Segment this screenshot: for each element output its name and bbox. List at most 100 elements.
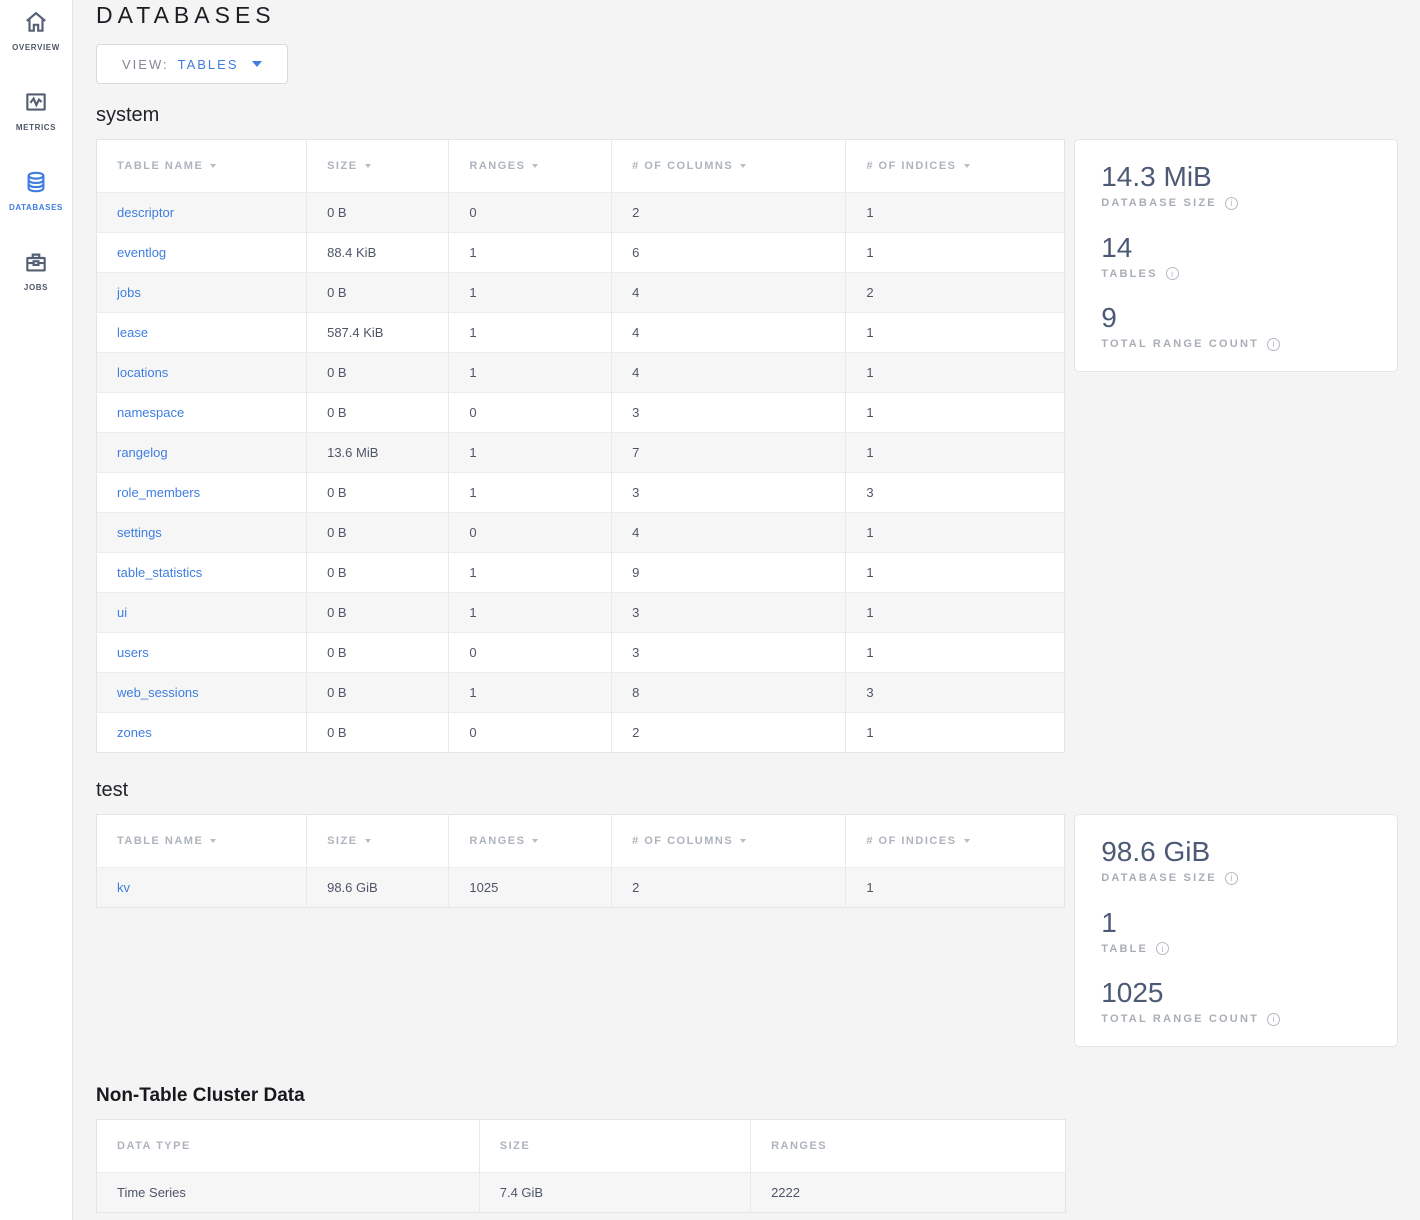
table-cell: ui [96,592,307,633]
stat-value: 1025 [1101,977,1164,1009]
table-row: eventlog 88.4 KiB 1 6 1 [96,232,1065,273]
table-cell: 1025 [448,867,612,908]
table-cell: 0 B [306,632,449,673]
column-header-label: # OF COLUMNS [632,835,734,847]
table-name-link[interactable]: users [117,645,149,660]
table-cell: 0 [448,392,612,433]
table-cell: table_statistics [96,552,307,593]
table-cell: 0 B [306,272,449,313]
sort-caret-icon [963,839,970,843]
home-icon [23,9,49,35]
stat-value: 9 [1101,302,1117,334]
table-cell: 8 [611,672,846,713]
stat-value: 14 [1101,231,1133,263]
column-header-label: # OF INDICES [866,835,957,847]
table-cell: Time Series [96,1172,480,1213]
table-cell: 3 [845,472,1065,513]
table-cell: 3 [611,392,846,433]
page-title: DATABASES [96,2,276,28]
table-cell: 3 [611,472,846,513]
info-icon[interactable]: i [1165,267,1179,281]
table-cell: 9 [611,552,846,593]
table-name-link[interactable]: jobs [117,285,141,300]
table-name-link[interactable]: rangelog [117,445,168,460]
column-header-table-name[interactable]: TABLE NAME [96,139,307,193]
table-name-link[interactable]: locations [117,365,169,380]
table-cell: 4 [611,352,846,393]
column-header-of-columns[interactable]: # OF COLUMNS [611,814,846,868]
info-icon[interactable]: i [1267,1012,1281,1026]
column-header-data-type: DATA TYPE [96,1119,480,1173]
column-header-table-name[interactable]: TABLE NAME [96,814,307,868]
stat-label: TOTAL RANGE COUNT i [1101,1012,1371,1026]
sort-caret-icon [364,164,371,168]
table-name-link[interactable]: descriptor [117,205,175,220]
table-cell: 13.6 MiB [306,432,449,473]
info-icon[interactable]: i [1267,337,1281,351]
column-header-label: TABLE NAME [117,160,204,172]
info-icon[interactable]: i [1224,196,1238,210]
table-cell: 1 [448,472,612,513]
view-dropdown-button[interactable]: VIEW: TABLES [96,44,288,84]
table-name-link[interactable]: lease [117,325,149,340]
table-header-row: TABLE NAME SIZE RANGES # OF COLUMNS # OF IND… [96,139,1065,193]
stat-label: DATABASE SIZE i [1101,196,1371,210]
table-cell: 0 B [306,552,449,593]
table-cell: 1 [845,592,1065,633]
table-cell: 1 [845,312,1065,353]
stat-label: TABLES i [1101,267,1371,281]
info-icon[interactable]: i [1224,871,1238,885]
table-name-link[interactable]: web_sessions [117,685,199,700]
table-cell: eventlog [96,232,307,273]
sidebar-item-label: METRICS [15,123,57,132]
column-header-label: RANGES [469,835,526,847]
table-name-link[interactable]: ui [117,605,128,620]
sidebar-item-databases[interactable]: DATABASES [0,169,72,249]
sidebar-item-metrics[interactable]: METRICS [0,89,72,169]
column-header-ranges: RANGES [750,1119,1066,1173]
column-header-size[interactable]: SIZE [306,814,449,868]
table-row: kv 98.6 GiB 1025 2 1 [96,867,1065,908]
sidebar-item-jobs[interactable]: JOBS [0,249,72,329]
column-header-label: SIZE [327,835,358,847]
table-cell: 1 [845,867,1065,908]
table-cell: 0 [448,712,612,753]
table-cell: 1 [448,272,612,313]
table-cell: users [96,632,307,673]
column-header-of-indices[interactable]: # OF INDICES [845,139,1065,193]
column-header-size[interactable]: SIZE [306,139,449,193]
table-cell: 6 [611,232,846,273]
table-cell: 1 [448,312,612,353]
table-name-link[interactable]: namespace [117,405,185,420]
sidebar-item-overview[interactable]: OVERVIEW [0,9,72,89]
table-name-link[interactable]: eventlog [117,245,167,260]
stat-label: TABLE i [1101,942,1371,956]
column-header-label: # OF INDICES [866,160,957,172]
sort-caret-icon [532,839,539,843]
table-name-link[interactable]: kv [117,880,130,895]
column-header-of-indices[interactable]: # OF INDICES [845,814,1065,868]
table-name-link[interactable]: settings [117,525,162,540]
table-cell: 1 [845,352,1065,393]
chevron-down-icon [251,61,262,67]
table-name-link[interactable]: zones [117,725,152,740]
table-cell: 2 [611,712,846,753]
table-name-link[interactable]: table_statistics [117,565,203,580]
stat-label-text: TABLE [1101,942,1149,955]
table-cell: 2 [611,192,846,233]
briefcase-icon [23,249,49,275]
sidebar-item-label: OVERVIEW [12,43,60,52]
table-name-link[interactable]: role_members [117,485,201,500]
stat-label-text: TOTAL RANGE COUNT [1101,338,1260,351]
column-header-of-columns[interactable]: # OF COLUMNS [611,139,846,193]
column-header-ranges[interactable]: RANGES [448,814,612,868]
table-cell: lease [96,312,307,353]
table-cell: settings [96,512,307,553]
table-cell: 7.4 GiB [478,1172,751,1213]
column-header-ranges[interactable]: RANGES [448,139,612,193]
info-icon[interactable]: i [1156,942,1170,956]
